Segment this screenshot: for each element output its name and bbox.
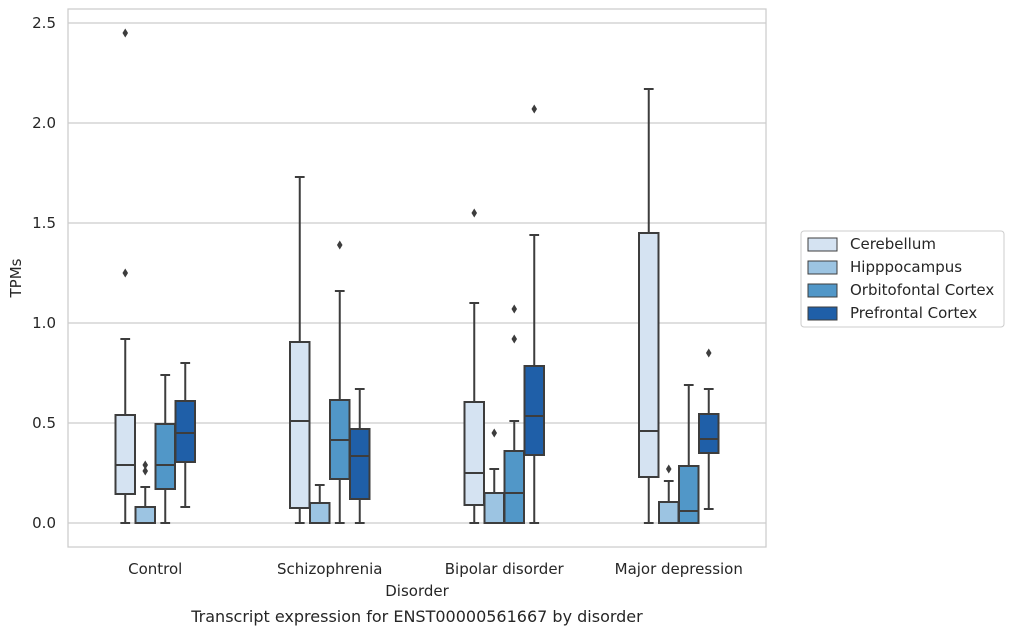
box-prefrontal-cortex: [174, 362, 196, 508]
outlier-point: [511, 304, 518, 314]
y-tick-label: 0.5: [32, 414, 56, 432]
box-iqr: [523, 365, 545, 456]
plot-area-frame: [67, 8, 767, 548]
chart-caption: Transcript expression for ENST0000056166…: [190, 607, 643, 626]
legend: Cerebellum Hipppocampus Orbitofontal Corte…: [800, 230, 1005, 328]
legend-swatch: [807, 260, 838, 275]
y-tick-label: 2.5: [32, 14, 56, 32]
outlier-point: [336, 240, 343, 250]
box-cerebellum: [638, 88, 660, 524]
box-iqr: [678, 465, 700, 524]
y-tick-label: 1.5: [32, 214, 56, 232]
box-cerebellum: [114, 28, 136, 524]
outlier-point: [142, 466, 149, 476]
box-iqr: [483, 492, 505, 524]
outlier-point: [665, 464, 672, 474]
y-tick-label: 1.0: [32, 314, 56, 332]
box-iqr: [698, 413, 720, 454]
outlier-point: [122, 268, 129, 278]
x-tick-label: Major depression: [615, 560, 743, 578]
legend-swatch: [807, 306, 838, 321]
x-tick-label: Bipolar disorder: [445, 560, 565, 578]
boxes: [114, 28, 720, 524]
legend-frame: [800, 230, 1005, 328]
outlier-point: [471, 208, 478, 218]
y-tick-label: 2.0: [32, 114, 56, 132]
legend-label: Orbitofontal Cortex: [850, 281, 994, 299]
y-axis-label: TPMs: [7, 258, 25, 298]
box-iqr: [154, 423, 176, 490]
box-orbitofontal-cortex: [329, 240, 351, 524]
outlier-point: [122, 28, 129, 38]
x-tick-label: Control: [128, 560, 182, 578]
x-axis-label: Disorder: [385, 582, 449, 600]
outlier-point: [511, 334, 518, 344]
box-iqr: [174, 400, 196, 463]
box-iqr: [463, 401, 485, 506]
outlier-point: [491, 428, 498, 438]
box-prefrontal-cortex: [698, 348, 720, 510]
box-iqr: [638, 232, 660, 478]
box-hipppocampus: [658, 464, 680, 524]
legend-swatch: [807, 237, 838, 252]
box-iqr: [114, 414, 136, 495]
box-iqr: [349, 428, 371, 500]
x-tick-labels: Control Schizophrenia Bipolar disorder Majo…: [128, 560, 743, 578]
box-hipppocampus: [483, 428, 505, 524]
box-iqr: [503, 450, 525, 524]
box-prefrontal-cortex: [523, 104, 545, 524]
box-iqr: [134, 506, 156, 524]
legend-label: Cerebellum: [850, 235, 936, 253]
x-tick-label: Schizophrenia: [277, 560, 382, 578]
outlier-point: [705, 348, 712, 358]
outlier-point: [142, 460, 149, 470]
box-iqr: [658, 501, 680, 524]
box-hipppocampus: [309, 484, 331, 524]
box-iqr: [309, 502, 331, 524]
box-orbitofontal-cortex: [154, 374, 176, 524]
y-tick-labels: 0.0 0.5 1.0 1.5 2.0 2.5: [32, 14, 56, 532]
box-cerebellum: [463, 208, 485, 524]
box-prefrontal-cortex: [349, 388, 371, 524]
box-cerebellum: [289, 176, 311, 524]
legend-swatch: [807, 283, 838, 298]
box-hipppocampus: [134, 460, 156, 524]
legend-label: Prefrontal Cortex: [850, 304, 977, 322]
box-orbitofontal-cortex: [678, 384, 700, 524]
outlier-point: [531, 104, 538, 114]
box-orbitofontal-cortex: [503, 304, 525, 524]
legend-label: Hipppocampus: [850, 258, 962, 276]
box-iqr: [289, 341, 311, 509]
y-tick-label: 0.0: [32, 514, 56, 532]
